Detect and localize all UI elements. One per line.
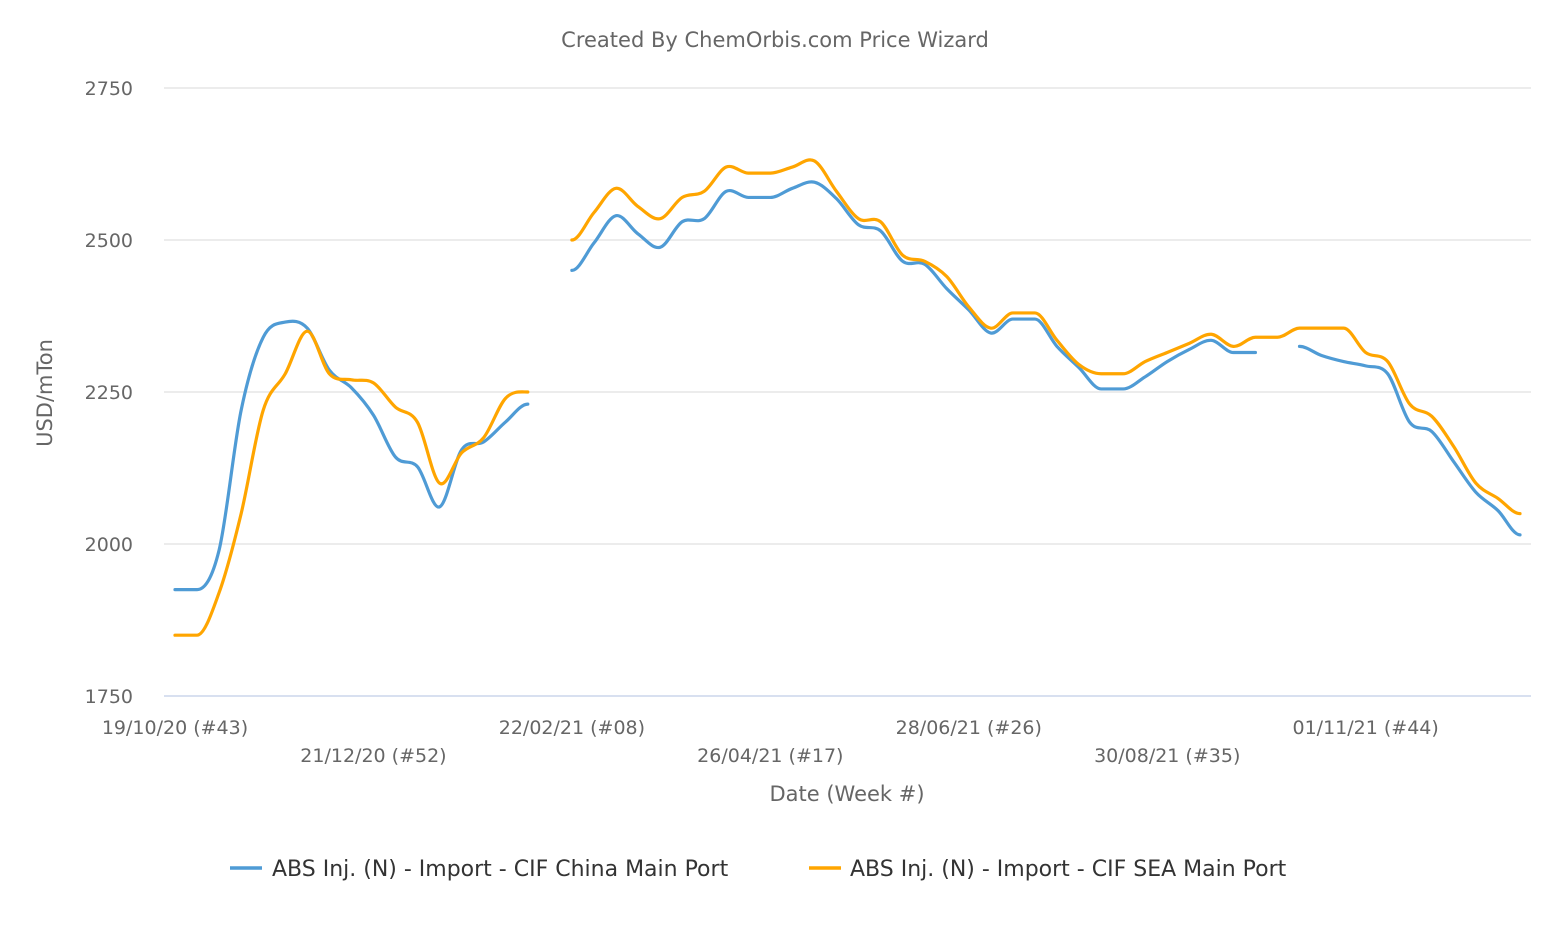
- y-tick-label: 1750: [85, 686, 133, 708]
- series-group: [173, 158, 1522, 637]
- x-tick-label: 28/06/21 (#26): [896, 717, 1042, 739]
- y-tick-label: 2250: [85, 382, 133, 404]
- x-tick-label: 21/12/20 (#52): [300, 745, 446, 767]
- series-line: [570, 180, 1258, 391]
- series-line: [173, 329, 530, 637]
- x-tick-label: 26/04/21 (#17): [697, 745, 843, 767]
- series-line: [173, 319, 530, 592]
- series-line: [1297, 344, 1522, 537]
- y-tick-label: 2750: [85, 78, 133, 100]
- legend: ABS Inj. (N) - Import - CIF China Main P…: [230, 857, 1287, 882]
- legend-item-sea[interactable]: ABS Inj. (N) - Import - CIF SEA Main Por…: [809, 857, 1287, 882]
- grid-lines: [164, 87, 1531, 697]
- x-tick-label: 19/10/20 (#43): [102, 717, 248, 739]
- series-china: [173, 180, 1522, 592]
- series-line: [570, 158, 1522, 516]
- y-tick-label: 2000: [85, 534, 133, 556]
- x-tick-label: 01/11/21 (#44): [1293, 717, 1439, 739]
- y-axis-ticks: 1750 2000 2250 2500 2750: [85, 78, 133, 708]
- x-tick-label: 22/02/21 (#08): [499, 717, 645, 739]
- legend-label-sea: ABS Inj. (N) - Import - CIF SEA Main Por…: [850, 857, 1287, 882]
- legend-label-china: ABS Inj. (N) - Import - CIF China Main P…: [272, 857, 729, 882]
- chart-title: Created By ChemOrbis.com Price Wizard: [561, 28, 989, 52]
- legend-item-china[interactable]: ABS Inj. (N) - Import - CIF China Main P…: [230, 857, 729, 882]
- x-axis-ticks: 19/10/20 (#43) 21/12/20 (#52) 22/02/21 (#0…: [102, 717, 1439, 767]
- y-tick-label: 2500: [85, 230, 133, 252]
- x-axis-title: Date (Week #): [769, 782, 924, 806]
- series-sea: [173, 158, 1522, 637]
- x-tick-label: 30/08/21 (#35): [1094, 745, 1240, 767]
- y-axis-title: USD/mTon: [33, 339, 57, 447]
